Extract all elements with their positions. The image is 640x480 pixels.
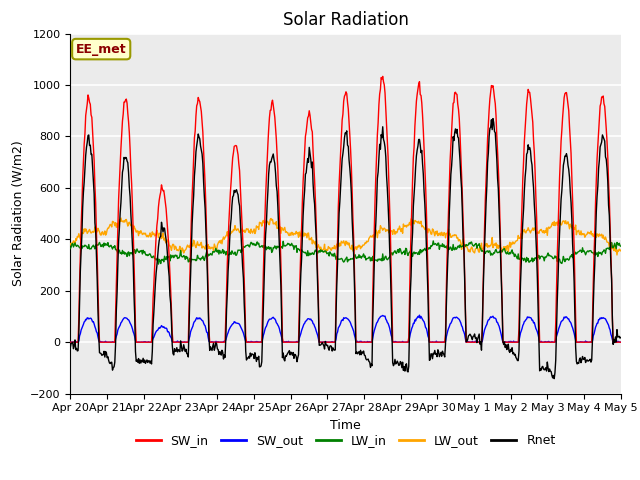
Legend: SW_in, SW_out, LW_in, LW_out, Rnet: SW_in, SW_out, LW_in, LW_out, Rnet bbox=[131, 429, 561, 452]
Text: EE_met: EE_met bbox=[76, 43, 127, 56]
Title: Solar Radiation: Solar Radiation bbox=[283, 11, 408, 29]
X-axis label: Time: Time bbox=[330, 419, 361, 432]
Y-axis label: Solar Radiation (W/m2): Solar Radiation (W/m2) bbox=[12, 141, 24, 287]
